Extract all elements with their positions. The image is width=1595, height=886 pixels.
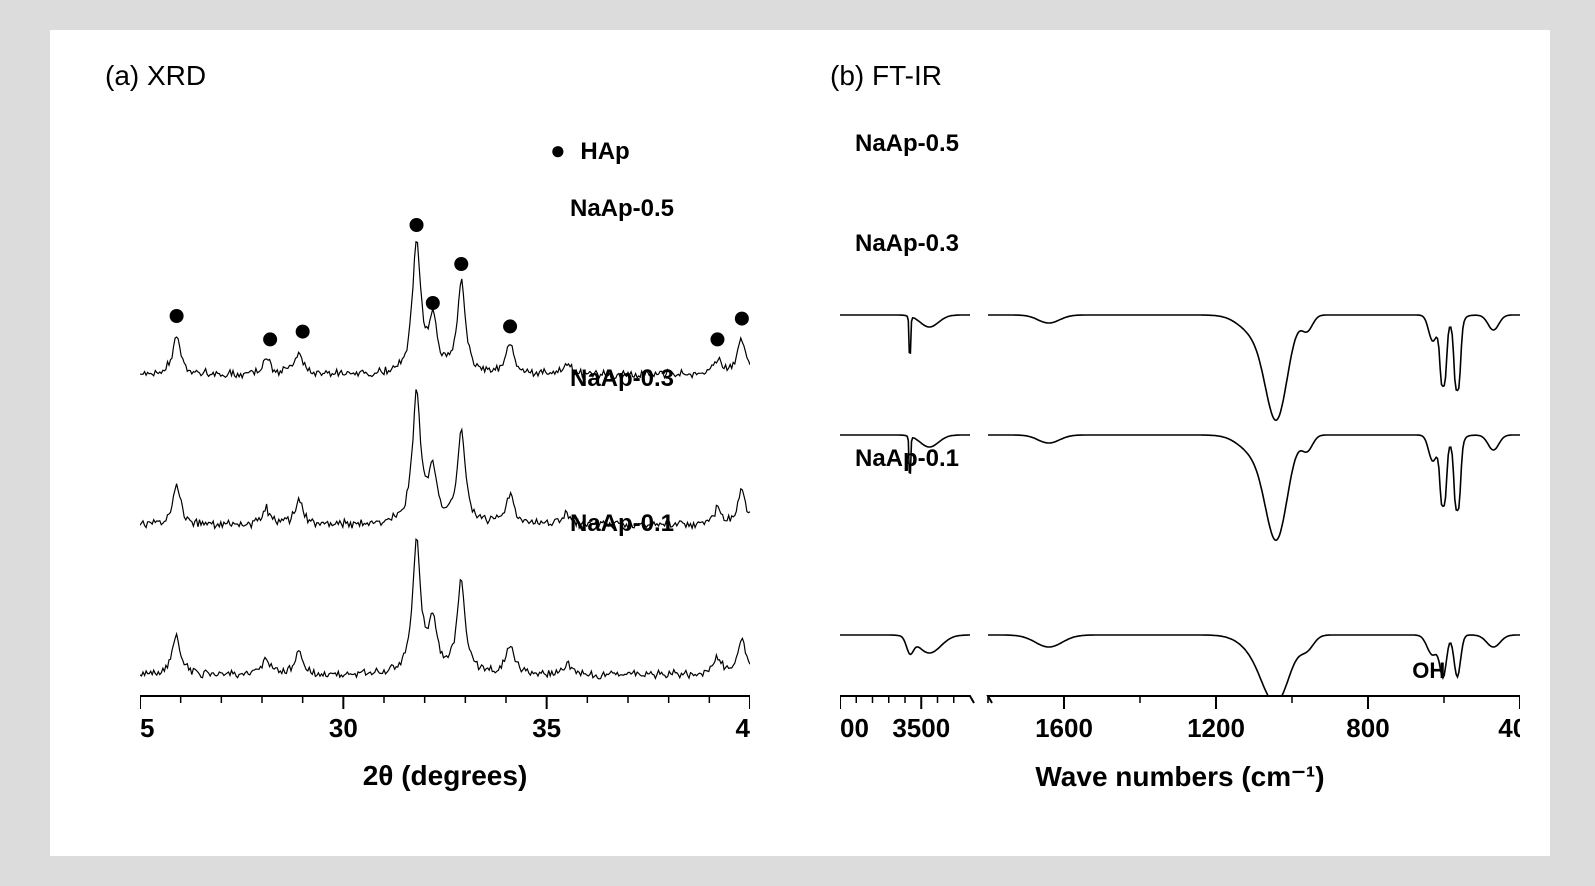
xrd-xlabel: 2θ (degrees) [140,760,750,792]
svg-text:OH: OH [1412,658,1445,683]
xrd-label-naap03: NaAp-0.3 [570,365,674,393]
svg-text:25: 25 [140,713,154,743]
figure-container: (a) XRD 25 30 35 40 2θ (degrees) ● HAp NaAp… [50,30,1550,856]
svg-text:800: 800 [1346,713,1389,743]
ftir-axis: 4000 3500 1600 1200 800 400 [840,695,1520,755]
xrd-label-naap01: NaAp-0.1 [570,510,674,538]
panel-a-title: (a) XRD [105,60,206,92]
ftir-xlabel-text: Wave numbers (cm⁻¹) [1035,761,1324,792]
ftir-svg: OHOHPO4OHPO4 [840,125,1520,695]
xrd-axis: 25 30 35 40 [140,695,750,755]
ftir-label-naap01: NaAp-0.1 [855,445,959,473]
svg-text:30: 30 [329,713,358,743]
ftir-plot: OHOHPO4OHPO4 [840,125,1520,695]
panel-b-title: (b) FT-IR [830,60,942,92]
hap-marker-dot: ● [550,135,566,165]
svg-text:40: 40 [736,713,750,743]
svg-text:3500: 3500 [892,713,950,743]
ftir-label-naap03: NaAp-0.3 [855,230,959,258]
ftir-xlabel: Wave numbers (cm⁻¹) [840,760,1520,793]
xrd-label-naap05: NaAp-0.5 [570,195,674,223]
svg-text:1600: 1600 [1035,713,1093,743]
svg-text:35: 35 [532,713,561,743]
xrd-xlabel-text: 2θ (degrees) [363,760,528,791]
svg-text:1200: 1200 [1187,713,1245,743]
ftir-label-naap05: NaAp-0.5 [855,130,959,158]
svg-text:400: 400 [1498,713,1520,743]
hap-legend: ● HAp [550,135,630,166]
svg-text:4000: 4000 [840,713,869,743]
hap-legend-label: HAp [580,138,629,165]
